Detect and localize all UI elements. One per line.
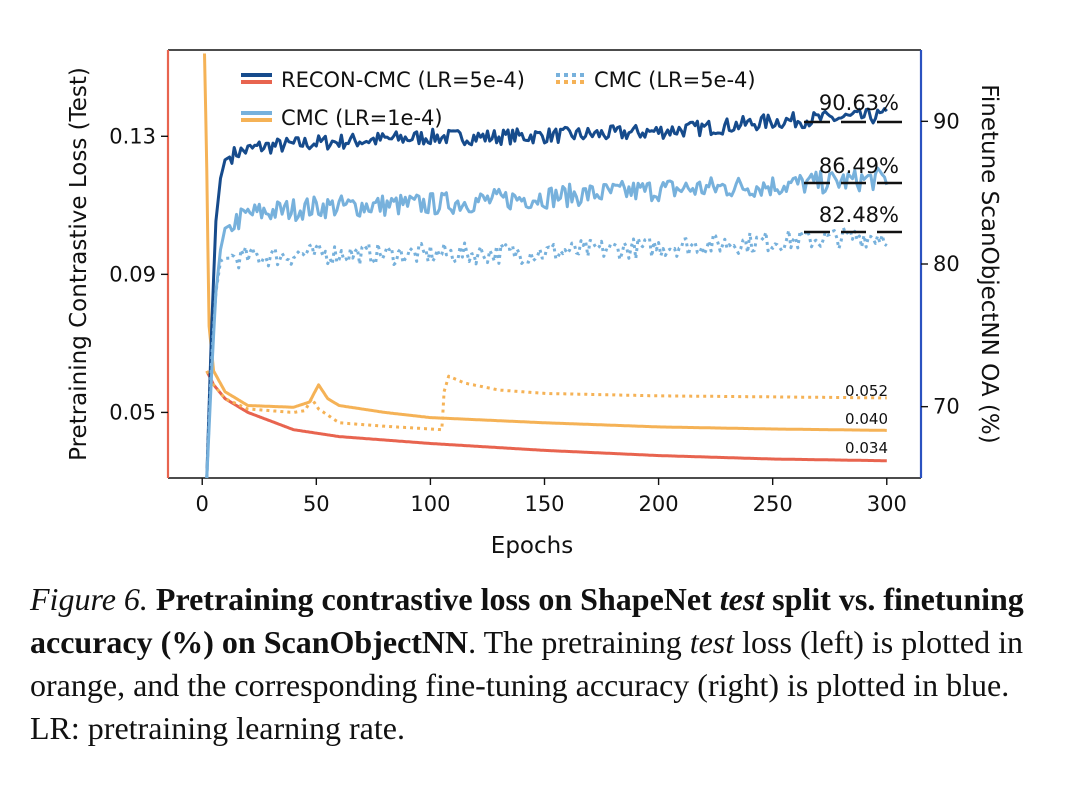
loss-line-cmc-5e4 [205, 370, 888, 432]
left-tick-label: 0.05 [109, 400, 156, 424]
x-tick-label: 250 [753, 492, 793, 516]
label-cmc-5e4-accuracy: 82.48% [819, 203, 899, 227]
figure-caption: Figure 6. Pretraining contrastive loss o… [30, 578, 1060, 750]
accuracy-line-cmc-5e4 [205, 226, 888, 479]
x-tick-label: 200 [639, 492, 679, 516]
label-recon-cmc-accuracy: 90.63% [819, 91, 899, 115]
data-layer [203, 53, 889, 479]
legend-label-recon-cmc: RECON-CMC (LR=5e-4) [281, 68, 525, 92]
label-cmc-5e4-loss: 0.052 [845, 382, 888, 400]
caption-bold-2: split vs. finetuning accuracy (%) on Sca… [30, 581, 1024, 660]
label-recon-cmc-loss: 0.034 [845, 439, 888, 457]
legend-swatch-cmc-1e4 [241, 111, 272, 122]
label-cmc-1e4-accuracy: 86.49% [819, 154, 899, 178]
caption-bold-italic: test [719, 581, 765, 617]
left-tick-label: 0.09 [109, 262, 156, 286]
x-tick-label: 150 [524, 492, 564, 516]
left-axis-title: Pretraining Contrastive Loss (Test) [66, 67, 92, 461]
x-tick-label: 50 [303, 492, 330, 516]
caption-text-1: . The pretraining [468, 624, 682, 660]
caption-text-2: loss (left) is plotted in orange, and th… [30, 624, 1023, 746]
loss-line-cmc-1e4 [203, 53, 888, 432]
right-tick-label: 80 [933, 252, 960, 276]
x-axis-title: Epochs [491, 533, 573, 559]
right-tick-label: 90 [933, 109, 960, 133]
chart: 0 50 100 150 200 250 300 0.05 0.09 0.13 70 80 90 Epo… [66, 49, 1002, 559]
accuracy-annotations: 90.63% 86.49% 82.48% [804, 91, 902, 234]
left-tick-label: 0.13 [109, 124, 156, 148]
x-tick-label: 100 [410, 492, 450, 516]
legend-label-cmc-1e4: CMC (LR=1e-4) [281, 106, 443, 130]
loss-annotations: 0.052 0.040 0.034 [845, 382, 888, 457]
axes-layer: 0 50 100 150 200 250 300 0.05 0.09 0.13 70 80 90 [109, 109, 960, 516]
loss-line-recon-cmc [205, 370, 888, 463]
accuracy-line-cmc-1e4 [205, 166, 889, 479]
caption-figure-label: Figure 6. [30, 581, 148, 617]
right-tick-label: 70 [933, 395, 960, 419]
x-tick-label: 0 [196, 492, 209, 516]
legend-swatch-recon-cmc [241, 73, 272, 84]
accuracy-line-recon-cmc [205, 107, 888, 479]
right-axis-title: Finetune ScanObjectNN OA (%) [976, 84, 1002, 443]
caption-bold-1: Pretraining contrastive loss on ShapeNet [155, 581, 712, 617]
legend-label-cmc-5e4: CMC (LR=5e-4) [594, 68, 756, 92]
x-tick-label: 300 [867, 492, 907, 516]
caption-italic: test [689, 624, 735, 660]
label-cmc-1e4-loss: 0.040 [845, 410, 888, 428]
legend: RECON-CMC (LR=5e-4) CMC (LR=5e-4) CMC (L… [241, 68, 756, 130]
legend-swatch-cmc-5e4 [556, 73, 585, 84]
